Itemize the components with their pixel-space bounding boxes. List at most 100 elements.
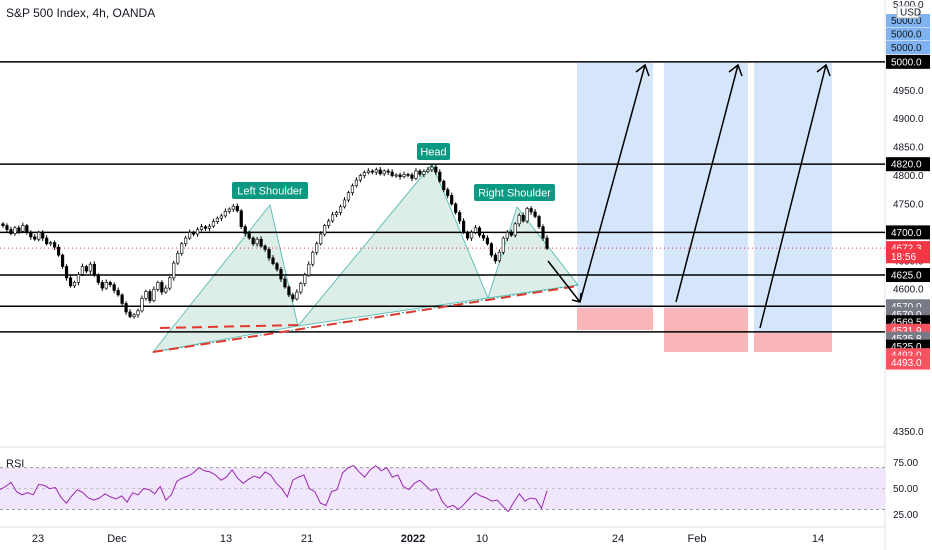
candle-body: [505, 232, 509, 239]
candle-body: [370, 170, 374, 173]
candle-body: [100, 282, 104, 289]
candle-body: [80, 266, 85, 275]
candle-body: [378, 169, 382, 175]
date-tick-label: 23: [32, 533, 44, 545]
candle-body: [96, 274, 100, 283]
candle-body: [5, 225, 9, 230]
candle-body: [239, 210, 243, 228]
candle-body: [422, 171, 426, 175]
neckline-dashed[interactable]: [152, 285, 579, 353]
head-label-bg: [417, 143, 450, 160]
candle-body: [346, 192, 351, 201]
candle-body: [191, 232, 196, 235]
date-tick-label: 2022: [401, 533, 425, 545]
candle-body: [283, 278, 287, 288]
rsi-pane: [0, 464, 885, 513]
candle-body: [120, 294, 124, 304]
candle-body: [374, 169, 378, 173]
candle-body: [537, 216, 541, 228]
candle-body: [477, 227, 482, 236]
candle-body: [446, 189, 450, 196]
candle-body: [501, 237, 505, 253]
candle-body: [354, 179, 359, 187]
drop-arrow[interactable]: [547, 260, 581, 303]
right-shoulder-label: Right Shoulder: [478, 188, 551, 200]
candle-body: [148, 291, 152, 301]
candle-body: [414, 170, 418, 179]
candle-body: [160, 282, 164, 293]
candle-body: [529, 208, 533, 213]
candle-body: [29, 232, 33, 238]
rsi-tick-label: 50.00: [893, 484, 918, 495]
candle-body: [418, 170, 422, 175]
price-tag-bg: [886, 225, 930, 240]
left-support-dashed[interactable]: [159, 324, 301, 329]
date-tick-label: 13: [220, 533, 232, 545]
price-tag-5: 4625.0: [891, 271, 922, 282]
candle-body: [215, 217, 220, 222]
candle-body: [303, 274, 307, 284]
candle-body: [25, 225, 29, 233]
candle-body: [203, 226, 208, 229]
candle-body: [251, 237, 255, 245]
rsi-axis: 75.00 50.00 25.00: [893, 458, 918, 521]
candle-body: [338, 206, 343, 213]
candle-body: [184, 237, 188, 245]
up-arrow-2[interactable]: [675, 64, 739, 303]
date-tick-label: Dec: [107, 533, 127, 545]
candle-body: [350, 185, 355, 193]
candle-body: [402, 174, 406, 177]
candle-body: [279, 269, 283, 280]
candle-body: [450, 195, 454, 205]
rsi-line[interactable]: [0, 464, 548, 513]
candle-body: [327, 220, 331, 226]
price-tag-11: 4525.0: [891, 342, 922, 353]
candle-body: [438, 171, 442, 182]
candle-body: [458, 212, 462, 222]
stop-box-3[interactable]: [754, 333, 832, 352]
candle-body: [267, 249, 271, 259]
candle-body: [398, 174, 402, 177]
candle-body: [172, 262, 176, 279]
price-tag-2: 4700.0: [891, 228, 922, 239]
candle-body: [259, 238, 263, 247]
candle-body: [164, 287, 168, 293]
candle-body: [315, 243, 319, 253]
candle-body: [323, 225, 327, 235]
candle-body: [525, 208, 529, 222]
date-tick-label: Feb: [688, 533, 707, 545]
right-shoulder-fill[interactable]: [487, 205, 579, 299]
candle-body: [112, 284, 116, 291]
candle-body: [243, 226, 247, 234]
price-tick-label: 4600.0: [893, 285, 924, 296]
candle-body: [362, 172, 366, 176]
stacked-tag-2: 5000.0: [891, 43, 922, 54]
candle-body: [247, 233, 251, 239]
left-shoulder-fill[interactable]: [151, 203, 299, 353]
price-tag-bg: [886, 249, 930, 264]
candle-body: [358, 175, 362, 181]
candle-body: [156, 282, 160, 290]
candle-body: [493, 254, 497, 262]
stop-box-1[interactable]: [577, 308, 653, 330]
candle-body: [68, 277, 73, 287]
up-arrow-1[interactable]: [579, 64, 646, 303]
candle-body: [13, 227, 17, 234]
price-tag-bg: [886, 355, 930, 370]
candle-body: [263, 245, 267, 250]
candle-body: [199, 226, 204, 230]
stacked-tag-bg: [886, 41, 930, 54]
candle-body: [53, 242, 57, 248]
candle-body: [17, 227, 21, 232]
price-tag-4: 18:56: [891, 252, 916, 263]
time-axis[interactable]: 23 Dec 13 21 2022 10 24 Feb 14: [32, 533, 824, 545]
candle-body: [207, 225, 212, 229]
candle-body: [45, 237, 49, 245]
stop-box-2[interactable]: [664, 308, 748, 352]
candle-body: [92, 263, 96, 276]
up-arrow-3[interactable]: [759, 64, 827, 329]
head-fill[interactable]: [296, 163, 489, 327]
candle-body: [108, 282, 112, 285]
candle-body: [295, 291, 299, 300]
